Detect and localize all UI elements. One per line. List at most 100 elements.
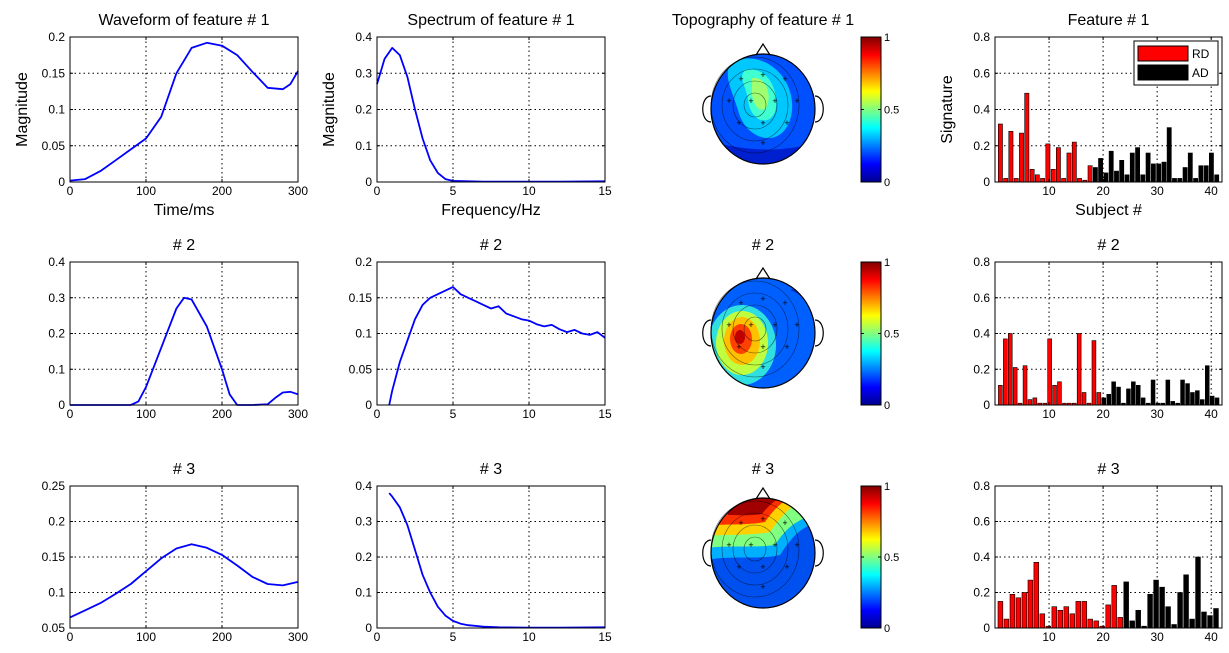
electrode-marker: + — [760, 138, 765, 148]
bar-ad — [1171, 624, 1177, 629]
y-tick-label: 0.15 — [42, 66, 66, 80]
electrode-marker: + — [772, 96, 777, 106]
x-tick-label: 15 — [598, 630, 612, 644]
left-ear-icon — [702, 319, 712, 347]
bar-rd — [1015, 597, 1022, 629]
y-tick-label: 0.2 — [973, 586, 990, 600]
electrode-marker: + — [726, 320, 731, 330]
bar-rd — [1051, 606, 1058, 629]
colorbar-tick-label: 0.5 — [884, 329, 899, 341]
x-tick-label: 200 — [212, 630, 232, 644]
bar-rd — [1076, 333, 1082, 406]
bar-ad — [1135, 609, 1141, 629]
legend: RD AD — [1133, 40, 1219, 86]
bar-ad — [1145, 152, 1151, 183]
bar-rd — [1069, 613, 1076, 629]
bar-rd — [1057, 381, 1062, 406]
y-tick-label: 0 — [365, 398, 372, 412]
y-tick-label: 0.2 — [973, 139, 990, 153]
contour-line — [732, 524, 778, 574]
topography-map-3: + + + + + + + + + + +0 0.5 1 # 3 — [702, 461, 899, 635]
bar-rd — [1029, 169, 1035, 183]
x-tick-label: 0 — [374, 630, 381, 644]
x-tick-label: 40 — [1205, 184, 1219, 198]
bar-rd — [1057, 609, 1064, 629]
y-tick-label: 0.05 — [42, 621, 66, 635]
electrode-marker: + — [760, 294, 765, 304]
bar-ad — [1200, 399, 1205, 406]
y-axis-label: Signature — [939, 75, 956, 144]
bar-ad — [1183, 574, 1189, 629]
bar-ad — [1131, 381, 1136, 406]
electrode-marker: + — [748, 96, 753, 106]
y-tick-label: 0.3 — [48, 291, 65, 305]
y-tick-label: 0.2 — [355, 103, 372, 117]
x-tick-label: 5 — [450, 184, 457, 198]
spectrum-plot-2: 0 5 10 15 0 0.05 0.1 0.15 0.2 # 2 — [349, 237, 612, 421]
bar-ad — [1189, 618, 1195, 629]
bar-ad — [1140, 174, 1146, 183]
colorbar-tick-label: 1 — [884, 481, 890, 493]
signature-bar-plot-3: 10 20 30 40 0 0.2 0.4 0.6 0.8 # 3 — [973, 461, 1223, 644]
y-tick-label: 0.1 — [355, 139, 372, 153]
bar-ad — [1135, 147, 1140, 183]
y-tick-label: 0 — [983, 175, 990, 189]
electrode-marker: + — [782, 518, 787, 528]
waveform-plot-3: 0 100 200 300 0.05 0.1 0.15 0.2 0.25 # 3 — [42, 461, 309, 644]
colorbar-tick-label: 1 — [884, 257, 890, 269]
y-tick-label: 0.1 — [355, 586, 372, 600]
bar-rd — [1045, 143, 1051, 183]
x-tick-label: 10 — [522, 407, 536, 421]
chart-title: Spectrum of feature # 1 — [407, 12, 574, 29]
series-line — [376, 47, 606, 183]
bar-rd — [1081, 601, 1088, 629]
electrode-marker: + — [794, 320, 799, 330]
x-tick-label: 100 — [136, 630, 156, 644]
y-tick-label: 0.3 — [355, 515, 372, 529]
nose-icon — [755, 42, 771, 56]
bar-ad — [1195, 556, 1201, 629]
bar-ad — [1203, 165, 1209, 183]
y-tick-label: 0.2 — [355, 550, 372, 564]
chart-title: # 3 — [752, 461, 774, 478]
contour-line — [732, 80, 778, 130]
electrode-marker: + — [748, 320, 753, 330]
x-tick-label: 30 — [1150, 407, 1164, 421]
electrode-marker: + — [784, 562, 789, 572]
bar-ad — [1170, 401, 1176, 406]
x-tick-label: 20 — [1096, 407, 1110, 421]
right-ear-icon — [814, 319, 824, 347]
bar-ad — [1129, 152, 1135, 183]
bar-ad — [1129, 620, 1135, 629]
y-tick-label: 0 — [58, 398, 65, 412]
y-tick-label: 0.1 — [48, 103, 65, 117]
x-tick-label: 10 — [522, 630, 536, 644]
left-ear-icon — [702, 539, 712, 567]
bar-ad — [1159, 586, 1165, 629]
electrode-marker: + — [736, 118, 741, 128]
x-tick-label: 30 — [1150, 630, 1164, 644]
contour-line — [721, 68, 789, 142]
bar-ad — [1150, 379, 1156, 406]
bar-ad — [1187, 152, 1193, 183]
bar-ad — [1093, 167, 1098, 183]
topography-map-2: + + + + + + + + + + +0 0.5 1 # 2 — [702, 237, 899, 412]
bar-rd — [1075, 601, 1082, 629]
bar-rd — [1003, 338, 1008, 406]
y-tick-label: 0.4 — [355, 30, 372, 44]
chart-title: Waveform of feature # 1 — [98, 12, 269, 29]
bar-ad — [1114, 170, 1119, 183]
colorbar-tick-label: 0.5 — [884, 552, 899, 564]
y-tick-label: 0 — [983, 398, 990, 412]
y-tick-label: 0.6 — [973, 515, 990, 529]
bar-ad — [1185, 383, 1190, 406]
x-tick-label: 0 — [374, 184, 381, 198]
series-line — [70, 296, 299, 406]
y-tick-label: 0.2 — [48, 30, 65, 44]
electrode-marker: + — [760, 362, 765, 372]
electrode-marker: + — [738, 518, 743, 528]
contour-line — [743, 316, 767, 342]
bar-rd — [1071, 141, 1077, 183]
electrode-marker: + — [760, 582, 765, 592]
x-axis-label: Frequency/Hz — [441, 202, 541, 219]
